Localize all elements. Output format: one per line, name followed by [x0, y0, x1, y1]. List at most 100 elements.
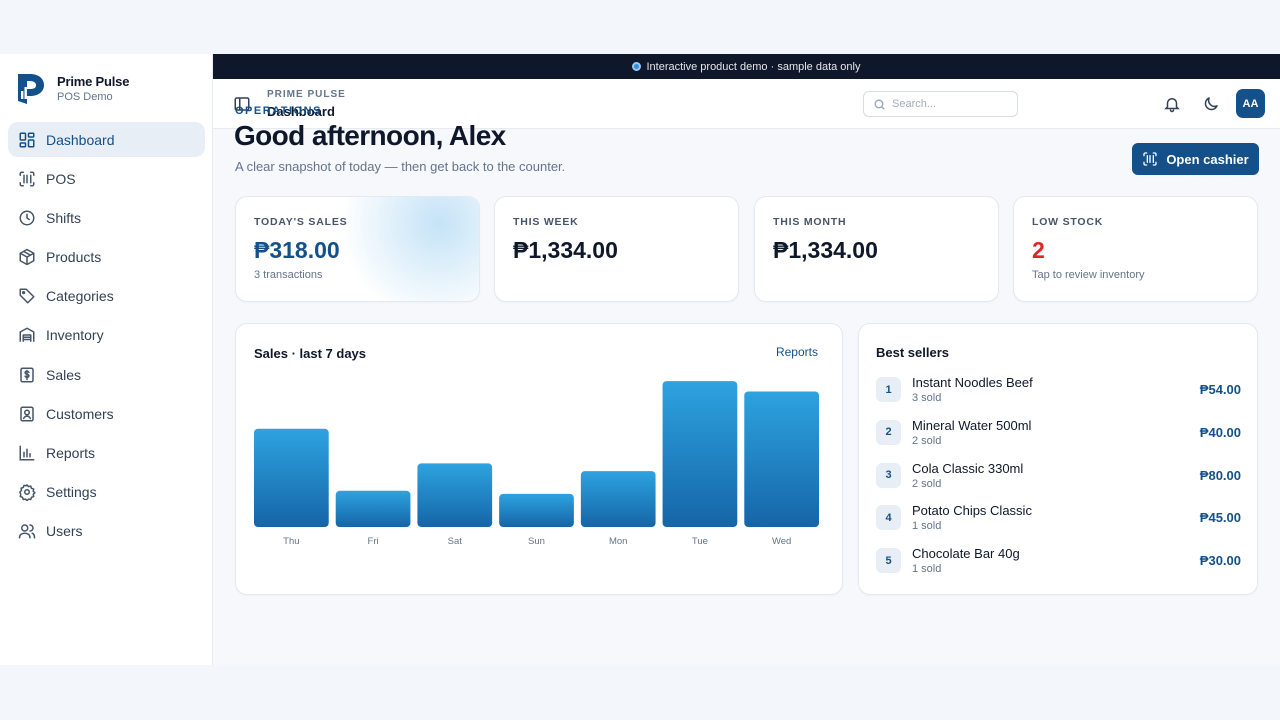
product-sold: 1 sold: [912, 563, 942, 576]
chart-bar-thu[interactable]: [254, 428, 329, 527]
top-header: PRIME PULSE Dashboard AA: [213, 79, 1280, 129]
chart-bar-fri[interactable]: [335, 490, 411, 527]
stat-value: ₱1,334.00: [773, 237, 878, 263]
sidebar-item-inventory[interactable]: Inventory: [8, 318, 205, 353]
x-tick-label: Sun: [528, 536, 545, 547]
sidebar-item-label: Sales: [46, 366, 82, 383]
x-tick-label: Tue: [692, 536, 708, 547]
sidebar-item-sales[interactable]: Sales: [8, 357, 205, 392]
chart-bar-tue[interactable]: [662, 381, 738, 527]
stat-note: 3 transactions: [254, 269, 323, 281]
sidebar-item-label: Shifts: [46, 209, 82, 226]
reports-link[interactable]: Reports: [775, 345, 818, 359]
sidebar-item-label: Users: [46, 523, 83, 540]
chart-bar-mon[interactable]: [580, 471, 656, 527]
demo-banner: Interactive product demo · sample data o…: [213, 54, 1280, 79]
brand-subtitle: POS Demo: [57, 90, 113, 103]
sidebar-item-pos[interactable]: POS: [8, 161, 205, 196]
status-dot-icon: [632, 62, 642, 71]
stat-note: Tap to review inventory: [1032, 269, 1145, 281]
greeting-subtitle: A clear snapshot of today — then get bac…: [235, 159, 566, 174]
users-icon: [18, 524, 36, 539]
sidebar-item-label: POS: [46, 170, 76, 187]
stat-label: THIS MONTH: [773, 216, 847, 228]
bell-icon[interactable]: [1163, 95, 1181, 113]
receipt-dollar-icon: [20, 367, 34, 383]
product-revenue: ₱40.00: [1199, 424, 1241, 440]
brand[interactable]: Prime Pulse POS Demo: [16, 71, 129, 105]
product-sold: 2 sold: [912, 434, 942, 447]
product-revenue: ₱45.00: [1199, 510, 1241, 526]
banner-text: Interactive product demo · sample data o…: [646, 60, 861, 73]
gear-icon: [19, 484, 36, 502]
rank-badge: 3: [876, 462, 901, 488]
warehouse-icon: [19, 327, 35, 343]
sidebar-item-categories[interactable]: Categories: [8, 279, 205, 314]
clock-icon: [19, 210, 35, 226]
search-icon: [874, 99, 885, 109]
chart-bar-sun[interactable]: [499, 493, 574, 527]
sidebar-toggle-icon[interactable]: [233, 95, 251, 113]
open-cashier-button[interactable]: Open cashier: [1132, 143, 1259, 175]
dashboard-icon: [19, 132, 35, 147]
brand-logo-icon: [18, 74, 44, 104]
x-tick-label: Thu: [283, 536, 299, 547]
sidebar-item-settings[interactable]: Settings: [8, 475, 205, 510]
brand-name: Prime Pulse: [57, 73, 130, 89]
barcode-scan-icon: [1143, 152, 1157, 166]
stat-card-low-stock[interactable]: LOW STOCK 2 Tap to review inventory: [1013, 196, 1258, 302]
chart-title: Sales · last 7 days: [254, 346, 367, 361]
list-item[interactable]: 3 Cola Classic 330ml 2 sold ₱80.00: [876, 458, 1241, 501]
chart-bar-sat[interactable]: [417, 463, 493, 527]
stat-label: TODAY'S SALES: [254, 216, 348, 228]
rank-badge: 5: [876, 548, 901, 574]
product-revenue: ₱30.00: [1199, 553, 1241, 569]
stat-card-this-week[interactable]: THIS WEEK ₱1,334.00: [494, 196, 739, 302]
rank-badge: 1: [876, 377, 901, 402]
chart-bar-wed[interactable]: [744, 391, 819, 527]
product-name: Cola Classic 330ml: [912, 460, 1024, 476]
x-tick-label: Fri: [368, 536, 379, 547]
stat-card-todays-sales[interactable]: TODAY'S SALES ₱318.00 3 transactions: [235, 196, 480, 302]
breadcrumb: PRIME PULSE Dashboard: [267, 89, 346, 119]
moon-icon[interactable]: [1202, 95, 1220, 113]
sidebar-item-dashboard[interactable]: Dashboard: [8, 122, 205, 157]
rank-badge: 2: [876, 419, 901, 445]
sidebar-item-label: Dashboard: [46, 131, 115, 148]
best-sellers-card: Best sellers 1 Instant Noodles Beef 3 so…: [858, 323, 1258, 595]
sidebar-item-label: Inventory: [46, 327, 104, 344]
best-sellers-list: 1 Instant Noodles Beef 3 sold ₱54.00 2 M…: [876, 372, 1241, 586]
product-sold: 2 sold: [912, 477, 942, 490]
sidebar-nav: Dashboard POS Shifts Products Categories…: [8, 122, 205, 553]
sales-chart-card: Sales · last 7 days Reports Thu Fri Sat Sun…: [235, 323, 843, 595]
product-name: Potato Chips Classic: [912, 503, 1032, 519]
sidebar: Prime Pulse POS Demo Dashboard POS Shift…: [0, 54, 213, 665]
stat-value: ₱1,334.00: [513, 237, 618, 263]
section-eyebrow: OPERATIONS: [235, 105, 322, 117]
list-item[interactable]: 1 Instant Noodles Beef 3 sold ₱54.00: [876, 372, 1241, 415]
product-name: Mineral Water 500ml: [912, 417, 1032, 433]
sidebar-item-users[interactable]: Users: [8, 514, 205, 549]
search-input[interactable]: [892, 98, 1012, 110]
sidebar-item-label: Products: [46, 249, 102, 266]
product-name: Instant Noodles Beef: [912, 375, 1033, 390]
stat-label: THIS WEEK: [513, 216, 579, 228]
list-item[interactable]: 2 Mineral Water 500ml 2 sold ₱40.00: [876, 415, 1241, 458]
search-box[interactable]: [863, 91, 1018, 117]
sidebar-item-products[interactable]: Products: [8, 240, 205, 275]
stat-card-this-month[interactable]: THIS MONTH ₱1,334.00: [754, 196, 999, 302]
bar-chart-icon: [19, 445, 35, 461]
sales-bar-chart: Thu Fri Sat Sun Mon Tue Wed: [254, 381, 819, 547]
sidebar-item-label: Customers: [46, 405, 114, 422]
stat-value: 2: [1032, 237, 1045, 263]
sidebar-item-reports[interactable]: Reports: [8, 436, 205, 471]
list-item[interactable]: 5 Chocolate Bar 40g 1 sold ₱30.00: [876, 543, 1241, 586]
breadcrumb-app: PRIME PULSE: [267, 89, 346, 100]
sidebar-item-customers[interactable]: Customers: [8, 396, 205, 431]
avatar[interactable]: AA: [1236, 89, 1265, 118]
sidebar-item-shifts[interactable]: Shifts: [8, 200, 205, 235]
sidebar-item-label: Settings: [46, 484, 97, 501]
list-item[interactable]: 4 Potato Chips Classic 1 sold ₱45.00: [876, 500, 1241, 543]
box-icon: [19, 248, 35, 266]
sidebar-item-label: Categories: [46, 288, 114, 305]
